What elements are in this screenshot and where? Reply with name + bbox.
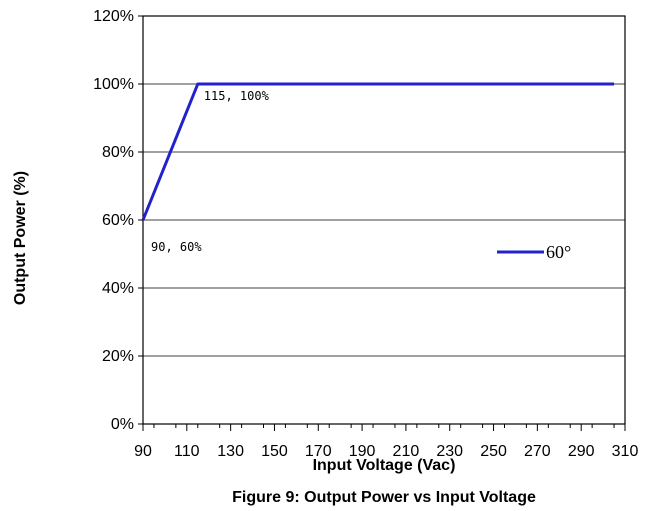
figure-caption: Figure 9: Output Power vs Input Voltage [232, 489, 536, 506]
y-tick-label: 120% [93, 8, 134, 25]
x-tick-label: 210 [393, 443, 420, 460]
y-tick-label: 80% [102, 144, 134, 161]
y-tick-label: 100% [93, 76, 134, 93]
x-tick-label: 310 [612, 443, 639, 460]
y-tick-label: 40% [102, 280, 134, 297]
y-tick-label: 60% [102, 212, 134, 229]
x-tick-label: 290 [568, 443, 595, 460]
legend-label: 60° [546, 242, 571, 262]
x-tick-label: 270 [524, 443, 551, 460]
y-axis-title: Output Power (%) [12, 171, 29, 305]
x-axis-title: Input Voltage (Vac) [313, 457, 456, 474]
x-tick-label: 90 [134, 443, 152, 460]
series-line [141, 82, 615, 221]
x-tick-label: 190 [349, 443, 376, 460]
x-tick-label: 110 [174, 443, 200, 460]
x-tick-label: 130 [217, 443, 244, 460]
x-tick-label: 250 [480, 443, 507, 460]
y-tick-label: 0% [111, 416, 134, 433]
y-tick-label: 20% [102, 348, 134, 365]
data-point-annotation: 90, 60% [151, 240, 202, 254]
x-tick-label: 170 [305, 443, 332, 460]
data-point-annotation: 115, 100% [204, 89, 270, 103]
x-tick-label: 230 [436, 443, 463, 460]
x-tick-label: 150 [261, 443, 288, 460]
